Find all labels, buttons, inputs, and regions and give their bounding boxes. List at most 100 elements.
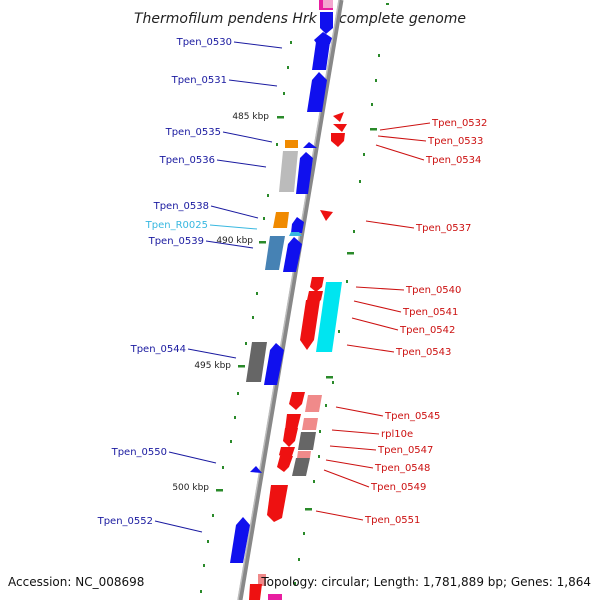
gene-cyan-0543[interactable] bbox=[316, 282, 342, 352]
label-tpen-0532[interactable]: Tpen_0532 bbox=[431, 118, 487, 129]
gene-partial-bottom-red[interactable] bbox=[249, 584, 262, 600]
gene-partial-bottom-magenta[interactable] bbox=[268, 594, 282, 600]
reverse-genes bbox=[249, 112, 347, 600]
tick-495-label: 495 kbp bbox=[194, 361, 231, 371]
top-partial-genes bbox=[319, 0, 333, 34]
gene-partial-bottom-pink[interactable] bbox=[258, 574, 266, 586]
gene-tpen-0531[interactable] bbox=[307, 72, 327, 112]
tick-485-label: 485 kbp bbox=[232, 112, 269, 122]
leader-0542 bbox=[351, 317, 399, 331]
left-scale-dots bbox=[200, 41, 292, 593]
leader-0535 bbox=[222, 131, 273, 143]
gene-block-0530-head[interactable] bbox=[314, 32, 332, 44]
gene-tpen-0544[interactable] bbox=[264, 343, 284, 385]
leader-0543 bbox=[346, 344, 395, 353]
leader-r0025 bbox=[209, 224, 258, 230]
gene-tpen-0538[interactable] bbox=[291, 217, 304, 233]
tick-485-mark bbox=[277, 116, 284, 119]
gene-tpen-0530[interactable] bbox=[312, 42, 330, 70]
gene-tpen-0539[interactable] bbox=[283, 237, 302, 272]
right-scale-dots bbox=[294, 3, 389, 585]
tick-500-mark bbox=[216, 489, 223, 492]
label-tpen-0548[interactable]: Tpen_0548 bbox=[374, 463, 430, 474]
gene-tpen-0540[interactable] bbox=[310, 277, 324, 292]
label-tpen-0536[interactable]: Tpen_0536 bbox=[159, 155, 215, 166]
label-rpl10e[interactable]: rpl10e bbox=[381, 429, 413, 440]
leader-0539 bbox=[205, 240, 254, 249]
topology-text: Topology: circular; Length: 1,781,889 bp… bbox=[260, 575, 591, 589]
label-tpen-0552[interactable]: Tpen_0552 bbox=[97, 516, 153, 527]
gene-steelblue-0539[interactable] bbox=[265, 236, 285, 270]
label-tpen-0543[interactable]: Tpen_0543 bbox=[395, 347, 451, 358]
right-gene-labels: Tpen_0532 Tpen_0533 Tpen_0534 Tpen_0537 … bbox=[315, 118, 487, 526]
gene-gray-0544[interactable] bbox=[246, 342, 267, 382]
gene-tpen-0534[interactable] bbox=[331, 133, 345, 147]
leader-0531 bbox=[228, 79, 278, 87]
label-tpen-0545[interactable]: Tpen_0545 bbox=[384, 411, 440, 422]
other-genes bbox=[246, 140, 342, 600]
label-tpen-0531[interactable]: Tpen_0531 bbox=[171, 75, 227, 86]
gene-orange-0538[interactable] bbox=[273, 212, 289, 228]
label-tpen-0541[interactable]: Tpen_0541 bbox=[402, 307, 458, 318]
leader-0538 bbox=[210, 205, 259, 219]
gene-tpen-0550[interactable] bbox=[250, 466, 262, 473]
gene-tpen-0536[interactable] bbox=[296, 152, 313, 194]
gene-tpen-0537[interactable] bbox=[320, 210, 333, 221]
label-tpen-0539[interactable]: Tpen_0539 bbox=[148, 236, 204, 247]
leader-0541 bbox=[353, 300, 402, 313]
map-title: Thermofilum pendens Hrk 5, complete geno… bbox=[134, 11, 466, 27]
label-tpen-0544[interactable]: Tpen_0544 bbox=[130, 344, 186, 355]
tick-right-490-mark bbox=[347, 252, 354, 255]
leader-0536 bbox=[216, 159, 267, 168]
leader-rpl10e bbox=[331, 429, 380, 435]
label-tpen-0533[interactable]: Tpen_0533 bbox=[427, 136, 483, 147]
leader-0532 bbox=[379, 122, 431, 131]
gene-partial-pink[interactable] bbox=[323, 0, 333, 8]
gene-tpen-0533[interactable] bbox=[333, 124, 347, 132]
label-tpen-0547[interactable]: Tpen_0547 bbox=[377, 445, 433, 456]
label-tpen-0549[interactable]: Tpen_0549 bbox=[370, 482, 426, 493]
leader-0540 bbox=[355, 286, 405, 291]
leader-0534 bbox=[375, 144, 425, 161]
gene-tpen-0551[interactable] bbox=[267, 485, 288, 522]
gene-tpen-r0025[interactable] bbox=[289, 232, 302, 236]
kbp-ticks: 485 kbp 490 kbp 495 kbp 500 kbp bbox=[172, 112, 377, 511]
gene-pink-rpl10e[interactable] bbox=[302, 418, 318, 430]
label-tpen-0535[interactable]: Tpen_0535 bbox=[165, 127, 221, 138]
gene-orange-0535[interactable] bbox=[285, 140, 298, 148]
gene-gray-0547[interactable] bbox=[298, 432, 316, 450]
leader-0530 bbox=[233, 41, 283, 49]
gene-pink-0548[interactable] bbox=[297, 451, 311, 458]
tick-right-485-mark bbox=[370, 128, 377, 131]
label-tpen-r0025[interactable]: Tpen_R0025 bbox=[145, 220, 208, 231]
tick-500-label: 500 kbp bbox=[172, 483, 209, 493]
gene-partial-blue-top[interactable] bbox=[320, 12, 333, 34]
leader-0547 bbox=[329, 445, 377, 451]
label-tpen-0551[interactable]: Tpen_0551 bbox=[364, 515, 420, 526]
gene-tpen-0535-small[interactable] bbox=[303, 142, 317, 148]
gene-tpen-0547[interactable] bbox=[283, 428, 298, 447]
gene-tpen-0542[interactable] bbox=[300, 300, 320, 350]
gene-gray-0549[interactable] bbox=[292, 458, 310, 476]
forward-genes bbox=[230, 32, 332, 563]
gene-tpen-0532[interactable] bbox=[333, 112, 344, 122]
label-tpen-0540[interactable]: Tpen_0540 bbox=[405, 285, 461, 296]
gene-tpen-0549[interactable] bbox=[277, 456, 293, 472]
gene-tpen-0545[interactable] bbox=[289, 392, 305, 410]
label-tpen-0550[interactable]: Tpen_0550 bbox=[111, 447, 167, 458]
label-tpen-0530[interactable]: Tpen_0530 bbox=[176, 37, 232, 48]
label-tpen-0537[interactable]: Tpen_0537 bbox=[415, 223, 471, 234]
gene-gray-0536[interactable] bbox=[279, 151, 298, 192]
tick-right-500-mark bbox=[305, 508, 312, 511]
gene-pink-0545[interactable] bbox=[305, 395, 322, 412]
label-tpen-0538[interactable]: Tpen_0538 bbox=[153, 201, 209, 212]
label-tpen-0542[interactable]: Tpen_0542 bbox=[399, 325, 455, 336]
leader-0545 bbox=[335, 406, 384, 417]
tick-490-label: 490 kbp bbox=[216, 236, 253, 246]
gene-tpen-0552[interactable] bbox=[230, 517, 250, 563]
leader-0551 bbox=[315, 510, 364, 521]
leader-0548 bbox=[325, 459, 374, 469]
label-tpen-0534[interactable]: Tpen_0534 bbox=[425, 155, 481, 166]
